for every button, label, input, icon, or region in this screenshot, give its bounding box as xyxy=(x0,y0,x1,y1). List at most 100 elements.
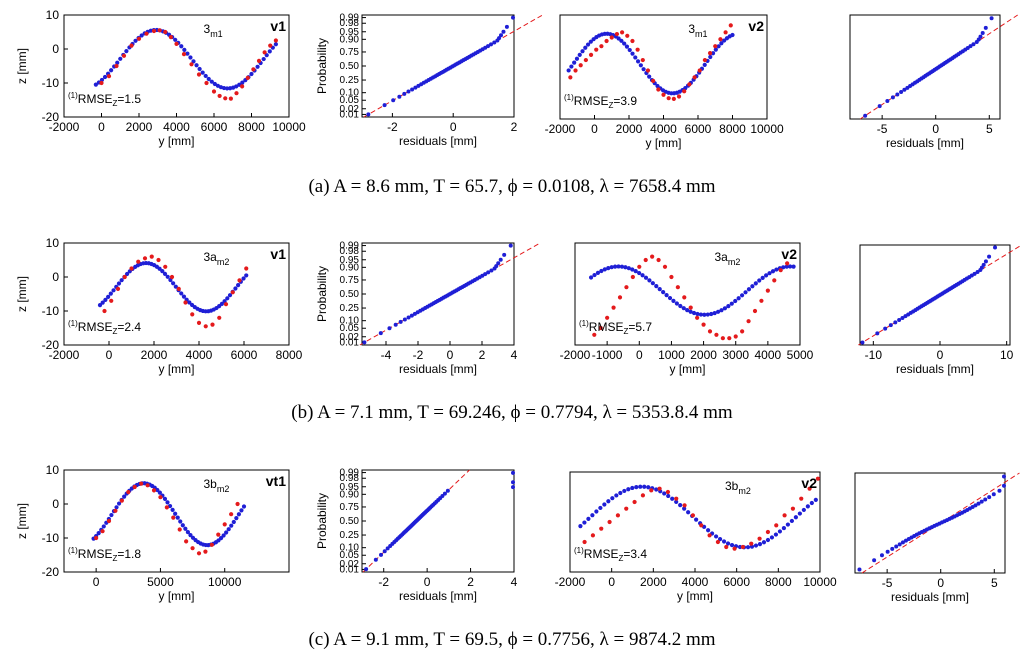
row-b-panel-3-fit-point xyxy=(709,311,714,317)
row-b-panel-3-measured-point xyxy=(682,295,687,300)
row-a-panel-3-measured-point xyxy=(630,38,635,44)
row-a-panel-4-residual-point xyxy=(877,104,882,109)
row-b-panel-3-xtick-label: 3000 xyxy=(722,348,749,362)
row-a-panel-3-fit-point xyxy=(702,62,707,67)
row-c-panel-3-xtick-label: 10000 xyxy=(803,575,837,589)
row-b-panel-2-residual-point xyxy=(508,243,513,248)
row-a-panel-4-residual-point xyxy=(980,30,985,35)
row-c-panel-2-xlabel: residuals [mm] xyxy=(399,589,477,603)
row-c-panel-1-measured-point xyxy=(132,484,137,490)
row-b-panel-2-xlabel: residuals [mm] xyxy=(399,362,477,376)
row-a-panel-3-measured-point xyxy=(723,30,728,35)
row-c-panel-3-fit-point xyxy=(598,505,603,511)
row-a-panel-3-measured-point xyxy=(671,96,676,101)
row-c-panel-2-xtick-label: 2 xyxy=(467,575,474,589)
row-b-panel-2-residual-point xyxy=(406,315,411,320)
row-b-panel-1-fit-point xyxy=(227,293,233,298)
row-a-panel-3-measured-point xyxy=(676,94,682,99)
row-b-panel-3-measured-point xyxy=(624,285,629,290)
row-b-panel-2-residual-point xyxy=(486,270,491,275)
row-a-panel-2-xlabel: residuals [mm] xyxy=(399,134,477,148)
row-a-panel-4-residual-point xyxy=(863,113,868,118)
row-a-panel-3-fit-point xyxy=(580,49,585,54)
row-a-panel-3-measured-point xyxy=(620,30,625,35)
row-a-panel-1-fit-point xyxy=(273,42,278,47)
row-c-panel-1-fit-point xyxy=(167,503,173,509)
row-b-panel-3-fit-point xyxy=(674,301,679,306)
row-a-panel-1-measured-point xyxy=(121,53,127,58)
row-b-panel-3-fit-point xyxy=(616,264,621,269)
row-c-panel-1-measured-point xyxy=(164,505,169,510)
row-b-panel-3-measured-point xyxy=(598,325,603,331)
row-a-panel-2-ptick-label: 0.75 xyxy=(340,47,360,58)
row-c-panel-4-residual-point xyxy=(900,540,905,545)
row-b-panel-3-fit-point xyxy=(767,271,772,276)
row-b-panel-4-residual-point xyxy=(897,318,902,323)
row-b-panel-3-measured-point xyxy=(746,319,751,324)
row-a-panel-3-measured-point xyxy=(718,37,723,42)
row-c-panel-3-xtick-label: 6000 xyxy=(723,575,750,589)
row-c-panel-1-measured-point xyxy=(209,542,214,547)
row-c-panel-3-fit-point xyxy=(729,542,735,548)
row-c-panel-4-residual-point xyxy=(991,492,996,497)
row-b-panel-3-fit-point xyxy=(757,278,762,283)
row-b-panel-3-fit-point xyxy=(715,309,721,314)
row-c-panel-1-fit-point xyxy=(231,519,236,525)
row-b-panel-3-measured-point xyxy=(617,295,623,300)
row-b-panel-1-xtick-label: 0 xyxy=(106,348,113,362)
row-b-panel-2-ptick-label: 0.95 xyxy=(340,255,360,266)
row-a-panel-1-measured-point xyxy=(157,28,162,33)
row-b-panel-2-residual-point xyxy=(483,272,488,277)
row-a-panel-3-fit-point xyxy=(577,52,582,57)
row-a-panel-3-measured-point xyxy=(604,38,609,44)
row-b-panel-3-fit-point xyxy=(746,287,752,292)
row-b-panel-1-measured-point xyxy=(217,315,222,320)
row-c-panel-2-residual-point xyxy=(511,480,515,485)
row-a-panel-1-measured-point xyxy=(129,43,134,48)
row-b-panel-3-measured-point xyxy=(688,305,693,310)
row-a-panel-3-fit-point xyxy=(633,55,638,60)
row-a-panel-3-xtick-label: 2000 xyxy=(616,122,643,136)
row-c-panel-1-measured-point xyxy=(216,532,221,537)
row-c-panel-3-fit-point xyxy=(785,522,791,527)
row-c-panel-1-fit-point xyxy=(229,523,234,528)
row-b-panel-3-fit-point xyxy=(640,273,645,278)
row-c-panel-1-measured-point xyxy=(190,546,195,551)
row-a-panel-1-xtick-label: 4000 xyxy=(163,120,190,134)
row-a-panel-3-xtick-label: 4000 xyxy=(650,122,677,136)
row-c-panel-1-fit-point xyxy=(185,529,191,535)
row-c-panel-3-fit-point xyxy=(777,529,783,534)
row-b-panel-2-residual-point xyxy=(494,264,499,269)
row-a-panel-2-xtick-label: 2 xyxy=(511,120,518,134)
row-c-panel-3-xtick-label: -2000 xyxy=(555,575,586,589)
row-b-panel-2-residual-point xyxy=(402,317,407,322)
row-b-panel-2-residual-point xyxy=(409,313,414,318)
row-a-panel-2-residual-point xyxy=(497,36,502,41)
row-c-panel-1-fit-point xyxy=(178,519,183,524)
row-c-panel-2-xtick-label: -2 xyxy=(378,575,389,589)
row-c-panel-1-measured-point xyxy=(158,495,163,500)
row-a-panel-1-rmse-main: RMSE xyxy=(78,92,113,106)
row-a-panel-2-residual-point xyxy=(504,24,509,29)
row-a-panel-1-measured-point xyxy=(168,35,173,40)
row-b-panel-3-fit-point xyxy=(691,310,697,316)
row-b-panel-1-measured-point xyxy=(196,320,202,325)
row-a-panel-3-measured-point xyxy=(609,35,614,40)
row-a-panel-3-measured-point xyxy=(625,33,630,38)
row-b-panel-1-fit-point xyxy=(124,271,130,277)
row-c-panel-2-xtick-label: 4 xyxy=(511,575,518,589)
row-b-panel-2-xtick-label: 4 xyxy=(511,348,518,362)
row-c-panel-3-fit-point xyxy=(578,524,583,529)
row-b-panel-3-rmse-sub: Z xyxy=(623,327,628,336)
row-a-panel-3-fit-point xyxy=(710,51,716,56)
row-c-panel-3-fit-point xyxy=(706,528,711,533)
row-c-panel-1-measured-point xyxy=(177,527,182,532)
row-a-panel-1-fit-point xyxy=(188,55,193,60)
row-b-panel-4-xtick-label: 0 xyxy=(937,348,944,362)
row-a-panel-1-fit-point xyxy=(124,49,129,54)
row-b-panel-2-residual-point xyxy=(387,326,392,331)
row-a-panel-4-residual-point xyxy=(890,95,895,100)
row-a-panel-4-residual-point xyxy=(902,87,907,92)
row-c-panel-3-measured-point xyxy=(749,541,754,546)
